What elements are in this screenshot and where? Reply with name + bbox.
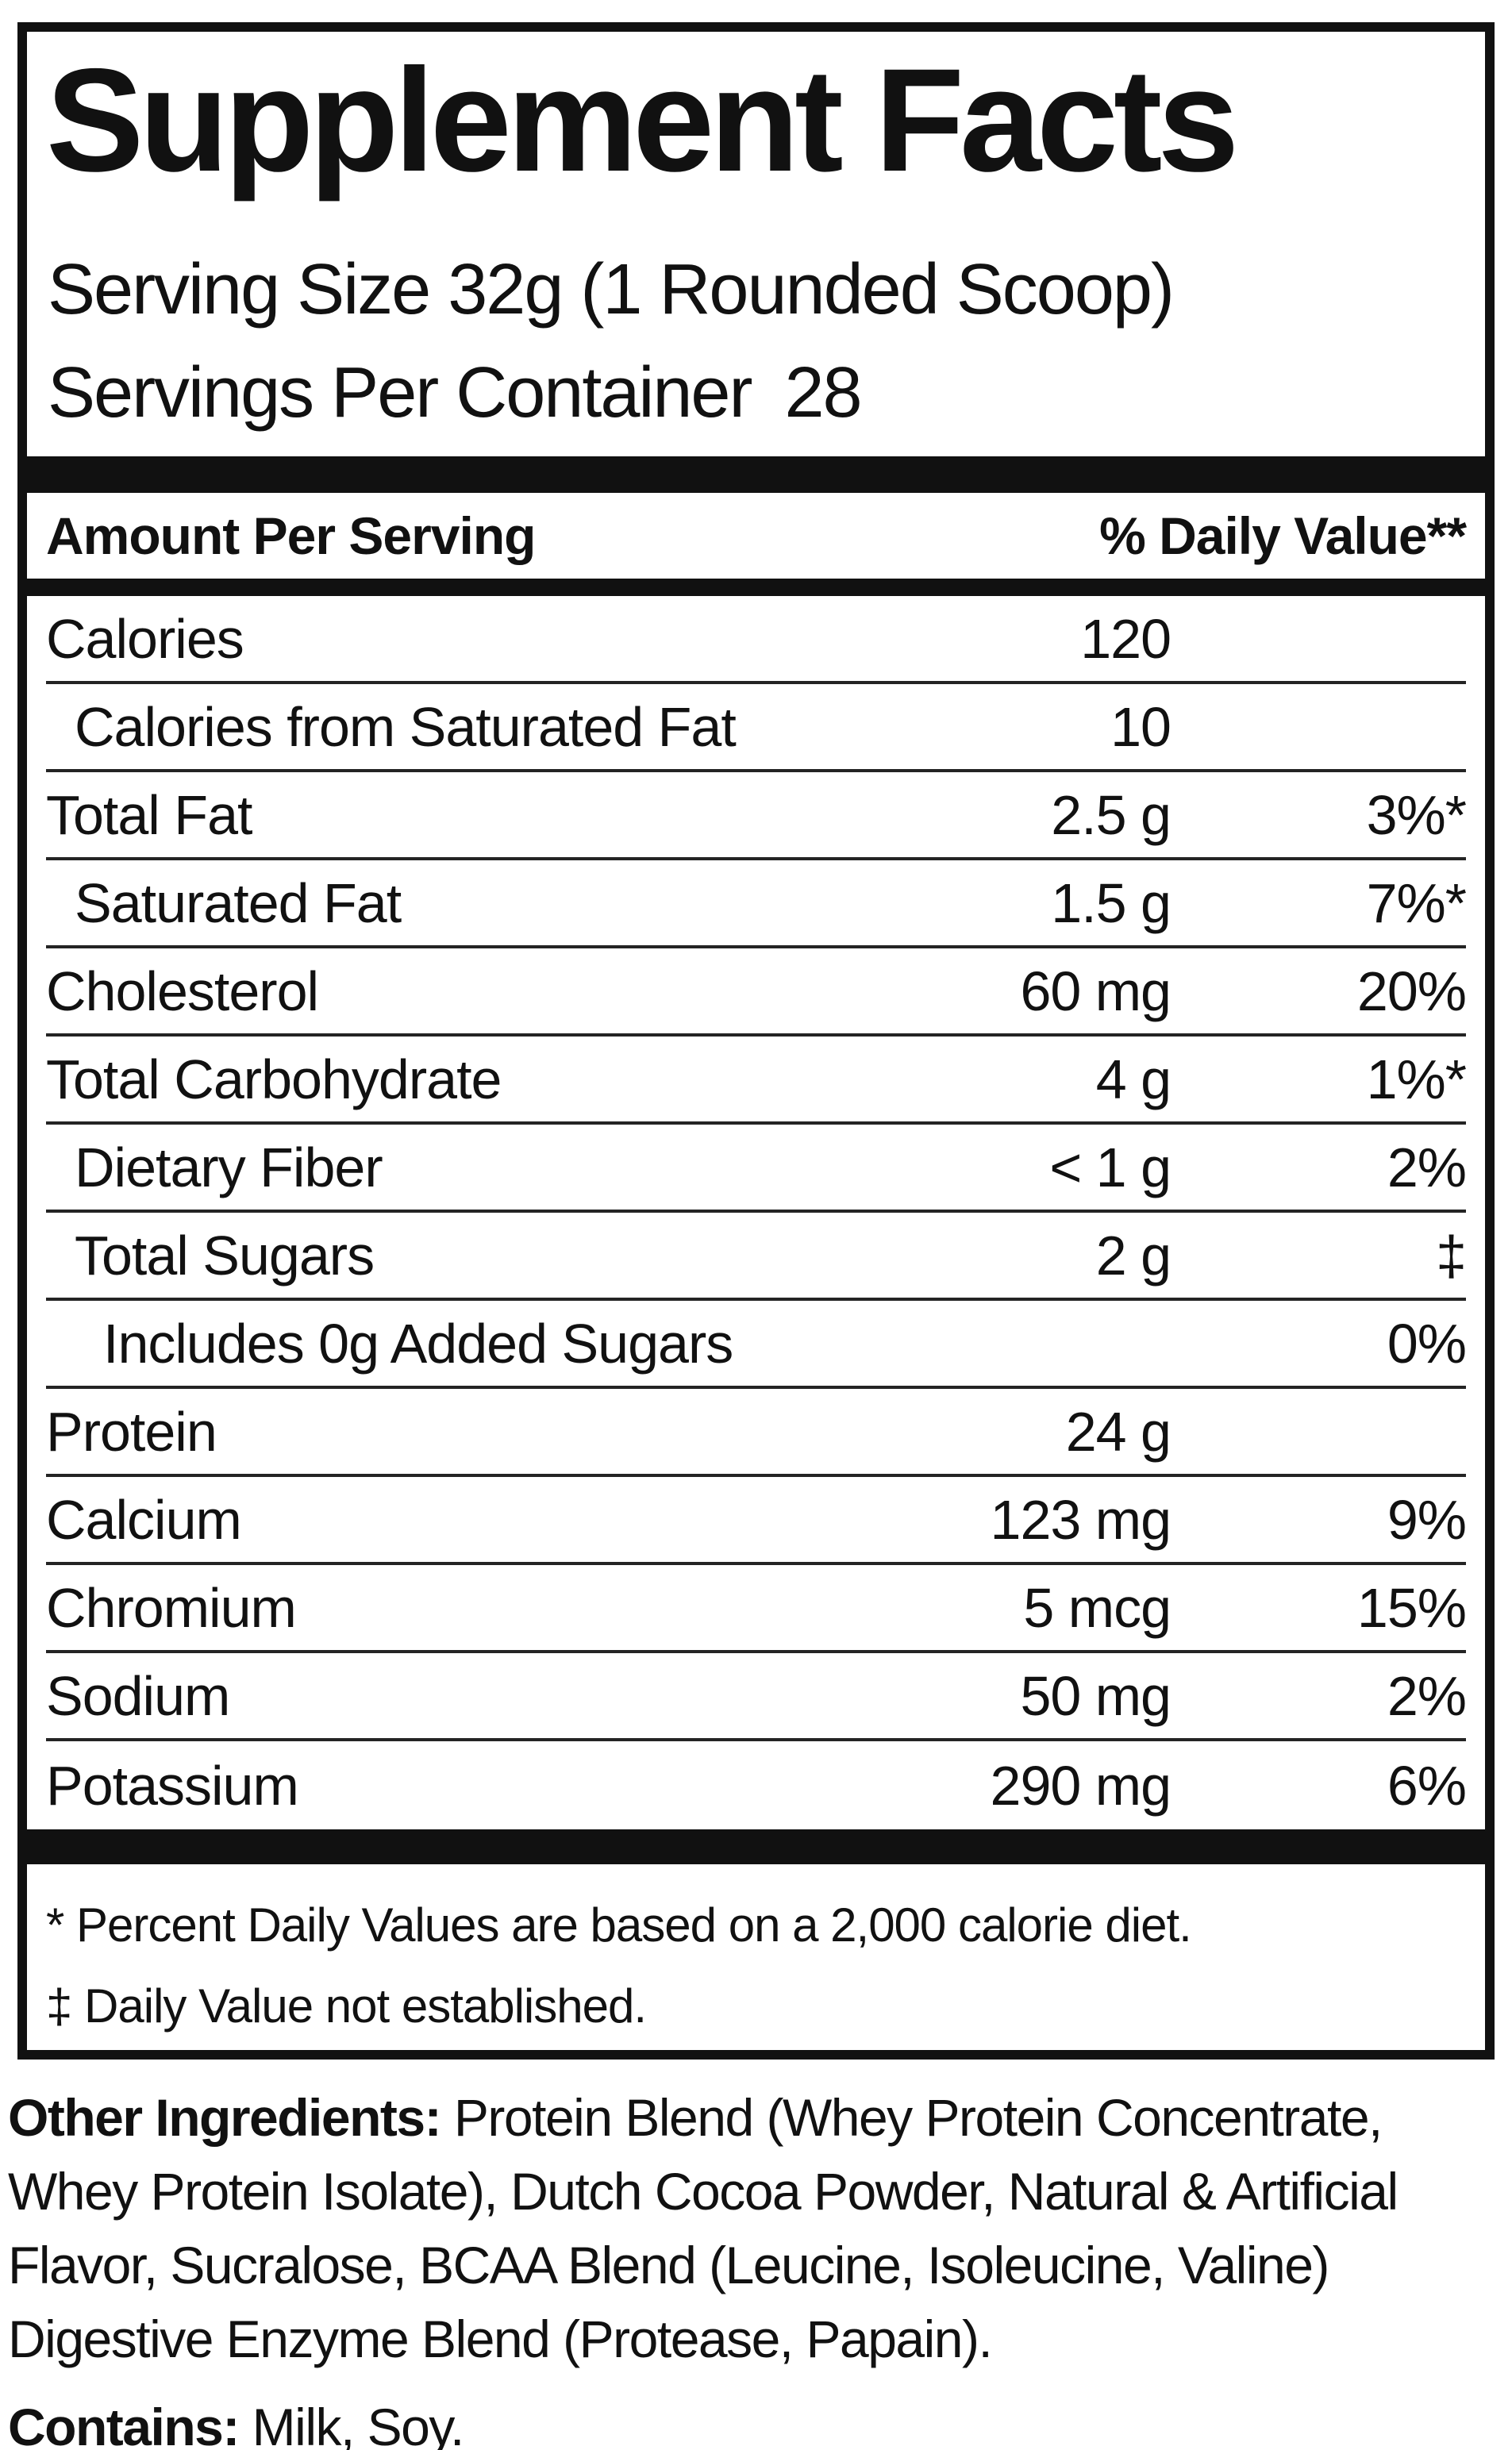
- nutrient-name: Sodium: [46, 1664, 230, 1727]
- table-row: Includes 0g Added Sugars 0%: [46, 1301, 1467, 1389]
- nutrient-daily-value: 3%*: [1366, 783, 1467, 846]
- table-row: Total Fat 2.5 g 3%*: [46, 772, 1467, 860]
- table-row: Potassium 290 mg 6%: [46, 1741, 1467, 1829]
- contains-text: Milk, Soy.: [252, 2398, 465, 2450]
- table-row: Calcium 123 mg 9%: [46, 1477, 1467, 1565]
- nutrient-daily-value: 0%: [1387, 1312, 1467, 1375]
- nutrient-amount: 60 mg: [1020, 960, 1172, 1022]
- footnote-percent-daily-values: * Percent Daily Values are based on a 2,…: [46, 1898, 1192, 1952]
- nutrient-amount: 10: [1110, 695, 1172, 758]
- nutrient-daily-value: 2%: [1387, 1664, 1467, 1727]
- nutrient-daily-value: ‡: [1436, 1224, 1467, 1287]
- table-row: Dietary Fiber < 1 g 2%: [46, 1125, 1467, 1213]
- table-row: Protein 24 g: [46, 1389, 1466, 1477]
- table-row: Saturated Fat 1.5 g 7%*: [46, 860, 1467, 948]
- nutrient-amount: 4 g: [1095, 1048, 1172, 1110]
- amount-per-serving-header: Amount Per Serving: [46, 506, 536, 565]
- nutrient-name: Cholesterol: [46, 960, 319, 1022]
- nutrient-amount: 2 g: [1095, 1224, 1172, 1287]
- table-row: Total Sugars 2 g ‡: [46, 1213, 1467, 1301]
- other-ingredients-label: Other Ingredients:: [8, 2088, 442, 2147]
- footnote-daily-value-not-established: ‡ Daily Value not established.: [46, 1979, 647, 2033]
- other-ingredients-paragraph: Other Ingredients: Protein Blend (Whey P…: [8, 2081, 1506, 2376]
- nutrient-name: Chromium: [46, 1576, 297, 1639]
- nutrient-name: Potassium: [46, 1754, 299, 1817]
- nutrient-name: Total Fat: [46, 783, 252, 846]
- nutrient-daily-value: 9%: [1387, 1488, 1467, 1551]
- nutrient-amount: 120: [1080, 607, 1172, 670]
- below-panel-text: Other Ingredients: Protein Blend (Whey P…: [8, 2081, 1506, 2450]
- table-row: Chromium 5 mcg 15%: [46, 1565, 1467, 1653]
- nutrient-amount: 123 mg: [990, 1488, 1172, 1551]
- nutrient-name: Includes 0g Added Sugars: [103, 1312, 733, 1375]
- divider-bar-thick-top: [27, 456, 1485, 493]
- serving-size-line: Serving Size 32g (1 Rounded Scoop): [48, 250, 1175, 329]
- contains-paragraph: Contains: Milk, Soy.: [8, 2390, 1506, 2450]
- nutrient-name: Saturated Fat: [75, 871, 402, 934]
- nutrient-amount: 290 mg: [990, 1754, 1172, 1817]
- panel-title: Supplement Facts: [46, 39, 1239, 202]
- servings-per-container-line: Servings Per Container 28: [48, 353, 1485, 433]
- table-row: Calories from Saturated Fat 10: [46, 684, 1466, 772]
- daily-value-header: % Daily Value**: [1099, 506, 1467, 565]
- nutrient-amount: 1.5 g: [1051, 871, 1172, 934]
- divider-bar-thin: [27, 579, 1485, 596]
- table-header-row: Amount Per Serving % Daily Value**: [46, 493, 1467, 579]
- servings-per-container-value: 28: [784, 353, 862, 433]
- nutrient-name: Calcium: [46, 1488, 242, 1551]
- nutrient-name: Calories: [46, 607, 244, 670]
- servings-per-container-label: Servings Per Container: [48, 353, 752, 433]
- nutrient-name: Dietary Fiber: [75, 1136, 383, 1198]
- nutrient-name: Total Sugars: [75, 1224, 375, 1287]
- contains-label: Contains:: [8, 2398, 240, 2450]
- table-row: Total Carbohydrate 4 g 1%*: [46, 1037, 1467, 1125]
- nutrient-daily-value: 15%: [1356, 1576, 1467, 1639]
- nutrient-amount: 24 g: [1065, 1400, 1172, 1463]
- footnotes: * Percent Daily Values are based on a 2,…: [46, 1901, 1466, 2031]
- other-ingredients-text: Protein Blend (Whey Protein Concentrate,…: [8, 2088, 1399, 2368]
- nutrient-table: Calories 120 Calories from Saturated Fat 10…: [46, 596, 1467, 1829]
- supplement-facts-panel: Supplement Facts Serving Size 32g (1 Rou…: [17, 22, 1495, 2060]
- nutrient-daily-value: 2%: [1387, 1136, 1467, 1198]
- nutrient-name: Total Carbohydrate: [46, 1048, 502, 1110]
- nutrient-name: Calories from Saturated Fat: [75, 695, 737, 758]
- nutrient-amount: < 1 g: [1049, 1136, 1172, 1198]
- nutrient-amount: 2.5 g: [1051, 783, 1172, 846]
- nutrient-daily-value: 6%: [1387, 1754, 1467, 1817]
- nutrient-amount: 50 mg: [1020, 1664, 1172, 1727]
- table-row: Sodium 50 mg 2%: [46, 1653, 1467, 1741]
- nutrient-amount: 5 mcg: [1023, 1576, 1172, 1639]
- nutrient-daily-value: 1%*: [1366, 1048, 1467, 1110]
- nutrient-daily-value: 20%: [1356, 960, 1467, 1022]
- nutrient-name: Protein: [46, 1400, 217, 1463]
- nutrient-daily-value: 7%*: [1366, 871, 1467, 934]
- table-row: Cholesterol 60 mg 20%: [46, 948, 1467, 1037]
- divider-bar-thick-bottom: [27, 1829, 1485, 1864]
- table-row: Calories 120: [46, 596, 1466, 684]
